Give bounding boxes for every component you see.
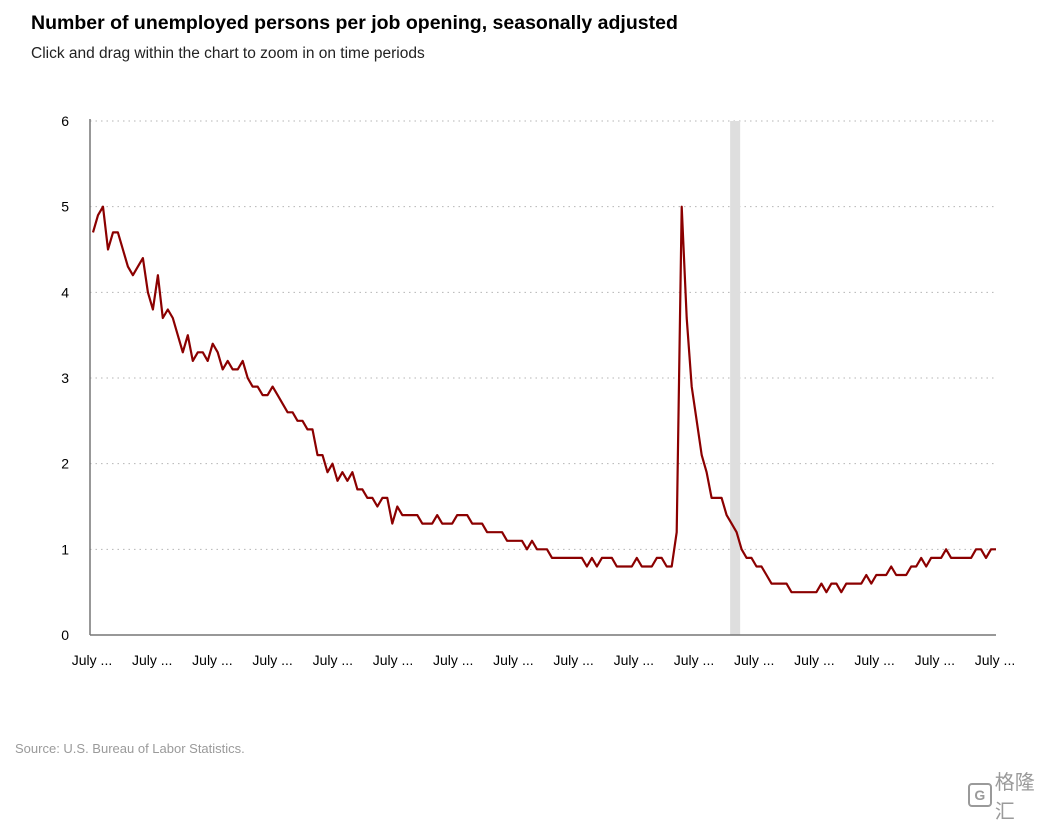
x-tick-label: July ... (794, 652, 834, 668)
y-tick-label: 5 (61, 199, 69, 215)
x-tick-label: July ... (915, 652, 955, 668)
x-tick-label: July ... (313, 652, 353, 668)
y-tick-label: 1 (61, 541, 69, 557)
watermark: G 格隆汇 (968, 772, 1054, 823)
x-tick-label: July ... (614, 652, 654, 668)
gelonghui-logo-icon: G (968, 783, 992, 807)
y-tick-label: 3 (61, 370, 69, 386)
series-line[interactable] (91, 205, 996, 594)
chart-title: Number of unemployed persons per job ope… (31, 12, 678, 34)
x-tick-label: July ... (734, 652, 774, 668)
recession-band-layer (730, 121, 741, 635)
x-tick-label: July ... (252, 652, 292, 668)
y-axis-tick-labels: 0 1 2 3 4 5 6 (61, 113, 69, 643)
x-tick-label: July ... (72, 652, 112, 668)
x-tick-label: July ... (493, 652, 533, 668)
x-tick-label: July ... (192, 652, 232, 668)
x-tick-label: July ... (553, 652, 593, 668)
y-tick-label: 0 (61, 627, 69, 643)
axes (89, 119, 996, 636)
x-tick-label: July ... (132, 652, 172, 668)
watermark-text: 格隆汇 (994, 772, 1035, 823)
x-tick-label: July ... (373, 652, 413, 668)
x-axis-tick-labels: July ... July ... July ... July ... July ...… (72, 652, 1015, 668)
x-tick-label: July ... (975, 652, 1015, 668)
y-tick-label: 2 (61, 456, 69, 472)
chart-subtitle: Click and drag within the chart to zoom … (31, 45, 425, 62)
x-tick-label: July ... (674, 652, 714, 668)
recession-band (730, 121, 741, 635)
series-layer[interactable] (91, 205, 996, 594)
source-note: Source: U.S. Bureau of Labor Statistics. (15, 741, 245, 756)
x-tick-label: July ... (854, 652, 894, 668)
y-tick-label: 4 (61, 284, 69, 300)
y-tick-label: 6 (61, 113, 69, 129)
gridlines (90, 120, 996, 550)
x-tick-label: July ... (433, 652, 473, 668)
